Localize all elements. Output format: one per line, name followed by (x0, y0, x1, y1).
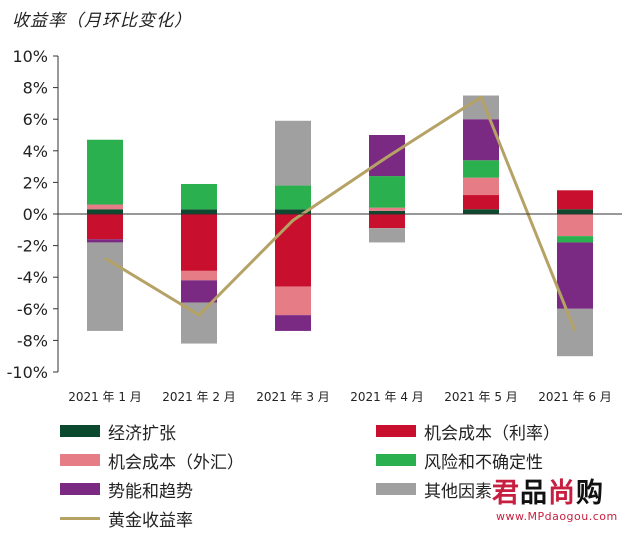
y-tick-label: 0% (23, 205, 48, 224)
gold-return-line (104, 95, 577, 332)
chart-title: 收益率（月环比变化） (12, 11, 192, 31)
bar-segment (275, 209, 311, 214)
legend-label: 风险和不确定性 (424, 452, 543, 473)
bar-segment (87, 204, 123, 210)
bar-segment (275, 214, 311, 287)
legend-item: 黄金收益率 (60, 505, 193, 531)
bar-segment (181, 183, 217, 210)
bar-segment (463, 177, 499, 196)
bar-segment (275, 185, 311, 210)
x-tick-label: 2021 年 4 月 (350, 390, 424, 404)
x-tick-label: 2021 年 2 月 (162, 390, 236, 404)
bar-segment (275, 315, 311, 331)
legend-color-swatch (376, 483, 416, 495)
legend-color-swatch (376, 454, 416, 466)
legend-item: 其他因素 (376, 476, 492, 502)
bar-segment (557, 236, 593, 243)
bar-segment (557, 308, 593, 357)
legend-item: 机会成本（外汇） (60, 447, 244, 473)
bar-segment (369, 228, 405, 243)
watermark: 君品尚购 www.MPdaogou.com (492, 478, 638, 542)
x-tick-label: 2021 年 6 月 (538, 390, 612, 404)
legend-color-swatch (376, 425, 416, 437)
y-tick-label: 2% (23, 173, 48, 192)
legend-label: 势能和趋势 (108, 481, 193, 502)
bar-segment (181, 280, 217, 303)
stacked-bar-chart: 10% 8% 6% 4% 2% 0% -2% -4% -6% -8% -10% 2021 年 1 月 2… (7, 47, 622, 404)
bar-segment (557, 209, 593, 214)
bar-segment (87, 209, 123, 214)
line-layer (104, 95, 577, 332)
y-tick-label: -10% (7, 363, 48, 382)
bar-segment (181, 209, 217, 214)
bar-segment (87, 239, 123, 243)
bar-segment (557, 214, 593, 237)
legend-item: 机会成本（利率） (376, 418, 560, 444)
watermark-url: www.MPdaogou.com (496, 510, 618, 523)
bar-segment (87, 242, 123, 331)
bar-segment (275, 120, 311, 186)
bar-segment (557, 190, 593, 210)
legend-color-swatch (60, 425, 100, 437)
bar-segment (181, 270, 217, 281)
bar-segment (463, 195, 499, 210)
wm-logo-part-4: 购 (576, 478, 604, 509)
legend-label: 机会成本（外汇） (108, 452, 244, 473)
bar-segment (463, 160, 499, 178)
y-tick-label: -8% (17, 331, 48, 350)
bar-segment (369, 207, 405, 211)
y-tick-label: 4% (23, 142, 48, 161)
x-tick-label: 2021 年 1 月 (68, 390, 142, 404)
bar-segment (181, 214, 217, 271)
bar-segment (369, 214, 405, 229)
legend-label: 黄金收益率 (108, 510, 193, 531)
bar-segment (369, 210, 405, 214)
legend-line-swatch (60, 516, 100, 520)
wm-logo-part-1: 君 (492, 478, 520, 509)
bar-segment (275, 286, 311, 316)
wm-logo-part-2: 品 (520, 478, 548, 509)
legend-item: 风险和不确定性 (376, 447, 543, 473)
bar-segment (463, 209, 499, 214)
legend-item: 经济扩张 (60, 418, 176, 444)
x-tick-label: 2021 年 5 月 (444, 390, 518, 404)
y-tick-label: -2% (17, 237, 48, 256)
y-tick-label: 6% (23, 110, 48, 129)
watermark-logo: 君品尚购 (492, 478, 638, 510)
y-tick-label: -6% (17, 300, 48, 319)
bar-segment (87, 214, 123, 240)
wm-logo-part-3: 尚 (548, 478, 576, 509)
legend-color-swatch (60, 454, 100, 466)
y-tick-label: 8% (23, 79, 48, 98)
legend-color-swatch (60, 483, 100, 495)
legend-label: 其他因素 (424, 481, 492, 502)
y-tick-label: -4% (17, 268, 48, 287)
legend-label: 经济扩张 (108, 423, 176, 444)
y-tick-label: 10% (12, 47, 48, 66)
bars-layer (87, 95, 593, 357)
bar-segment (87, 139, 123, 205)
x-tick-label: 2021 年 3 月 (256, 390, 330, 404)
legend-item: 势能和趋势 (60, 476, 193, 502)
axis-layer: 10% 8% 6% 4% 2% 0% -2% -4% -6% -8% -10% 2021 年 1 月 2… (7, 47, 622, 404)
bar-segment (369, 176, 405, 208)
legend-label: 机会成本（利率） (424, 423, 560, 444)
